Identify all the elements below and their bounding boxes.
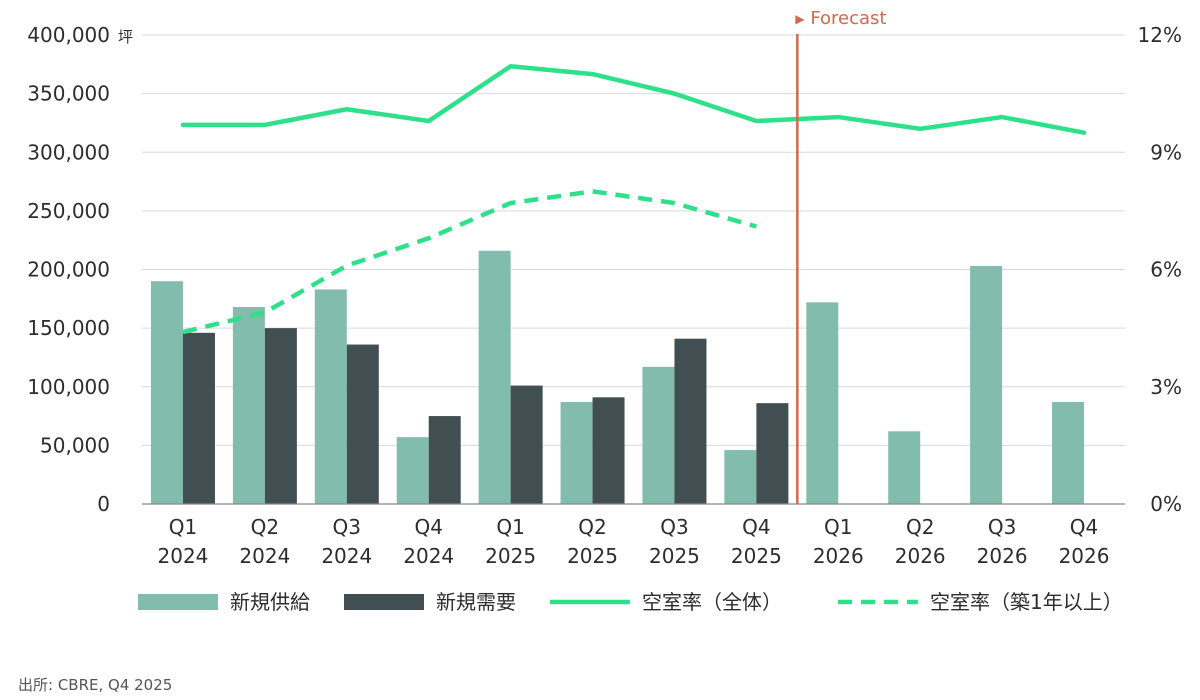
bar-supply: [150, 281, 183, 504]
y-tick-label: 0: [97, 492, 110, 516]
bar-supply: [806, 302, 839, 504]
legend-label: 空室率（築1年以上）: [930, 590, 1123, 614]
x-tick-quarter: Q2: [251, 515, 279, 539]
legend-label: 新規需要: [436, 590, 516, 614]
x-tick-quarter: Q1: [169, 515, 197, 539]
x-tick-year: 2024: [321, 544, 372, 568]
x-tick-year: 2026: [895, 544, 946, 568]
bar-demand: [182, 332, 215, 504]
y2-tick-label: 12%: [1138, 23, 1182, 47]
legend-label: 空室率（全体）: [642, 590, 782, 614]
legend-swatch: [344, 594, 424, 610]
bar-demand: [346, 344, 379, 504]
y-axis-right: 0% 3% 6% 9% 12%: [1138, 23, 1182, 516]
y-axis-left: 0 50,000 100,000 150,000 200,000 250,000 300,0…: [27, 23, 110, 516]
x-tick-quarter: Q2: [578, 515, 606, 539]
gridlines: [142, 34, 1125, 446]
y-tick-label: 400,000: [27, 23, 110, 47]
bar-supply: [560, 401, 593, 504]
bar-supply: [888, 431, 921, 504]
bar-supply: [314, 289, 347, 504]
y2-tick-label: 6%: [1150, 258, 1182, 282]
x-tick-quarter: Q2: [906, 515, 934, 539]
x-tick-year: 2026: [977, 544, 1028, 568]
forecast-label: Forecast: [810, 8, 886, 29]
x-tick-year: 2025: [567, 544, 618, 568]
x-tick-year: 2026: [813, 544, 864, 568]
x-tick-quarter: Q4: [1070, 515, 1098, 539]
bar-demand: [510, 385, 543, 504]
bar-demand: [674, 338, 707, 504]
x-tick-quarter: Q3: [660, 515, 688, 539]
x-tick-year: 2024: [239, 544, 290, 568]
y-tick-label: 250,000: [27, 199, 110, 223]
bar-supply: [396, 437, 429, 504]
x-tick-quarter: Q4: [742, 515, 770, 539]
forecast-annotation: ▶ Forecast: [795, 8, 887, 504]
line-vacancy-1yr-plus: [182, 189, 757, 335]
x-tick-year: 2025: [731, 544, 782, 568]
y2-tick-label: 0%: [1150, 492, 1182, 516]
x-tick-quarter: Q3: [988, 515, 1016, 539]
x-tick-year: 2026: [1059, 544, 1110, 568]
y-tick-label: 100,000: [27, 375, 110, 399]
bar-demand: [264, 328, 297, 504]
source-note: 出所: CBRE, Q4 2025: [18, 676, 172, 694]
bar-demand: [756, 403, 789, 504]
x-tick-year: 2025: [485, 544, 536, 568]
legend-swatch: [138, 594, 218, 610]
y-tick-label: 300,000: [27, 140, 110, 164]
forecast-marker: ▶: [795, 12, 805, 26]
x-tick-quarter: Q1: [824, 515, 852, 539]
bar-supply: [1052, 401, 1085, 504]
line-vacancy-overall: [180, 64, 1087, 135]
x-tick-year: 2024: [158, 544, 209, 568]
x-tick-quarter: Q4: [414, 515, 442, 539]
x-tick-quarter: Q1: [496, 515, 524, 539]
y-tick-label: 150,000: [27, 316, 110, 340]
x-tick-year: 2025: [649, 544, 700, 568]
bar-supply: [642, 366, 675, 504]
legend: 新規供給 新規需要 空室率（全体） 空室率（築1年以上）: [138, 590, 1123, 614]
y-tick-label: 200,000: [27, 258, 110, 282]
y2-tick-label: 9%: [1150, 140, 1182, 164]
x-tick-year: 2024: [403, 544, 454, 568]
lines: [180, 64, 1087, 335]
bar-supply: [478, 250, 511, 504]
y-axis-unit: 坪: [118, 28, 133, 46]
x-axis: Q1 2024 Q2 2024 Q3 2024 Q4 2024 Q1 2025 Q2 2025 Q3 20…: [158, 515, 1110, 568]
y-tick-label: 350,000: [27, 82, 110, 106]
bars: [150, 250, 1085, 504]
bar-demand: [592, 397, 625, 504]
y2-tick-label: 3%: [1150, 375, 1182, 399]
bar-supply: [232, 307, 265, 504]
legend-label: 新規供給: [230, 590, 310, 614]
bar-demand: [428, 416, 461, 504]
bar-supply: [724, 450, 757, 504]
x-tick-quarter: Q3: [333, 515, 361, 539]
bar-supply: [970, 265, 1003, 504]
y-tick-label: 50,000: [40, 433, 110, 457]
